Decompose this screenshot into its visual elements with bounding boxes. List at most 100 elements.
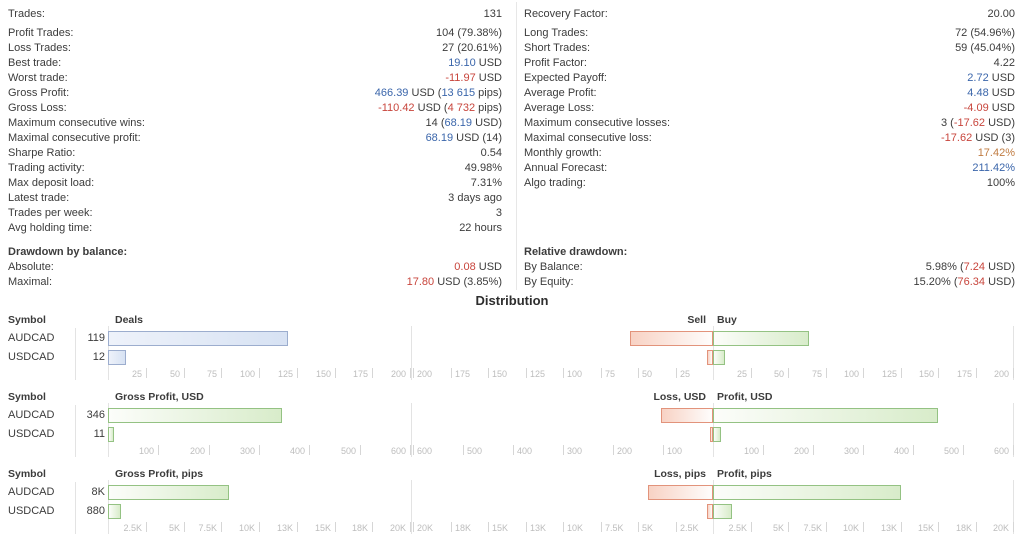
axis-tick — [184, 522, 185, 532]
stat-value-part: 5.98% ( — [925, 261, 964, 273]
axis-tick — [488, 522, 489, 532]
axis-tick — [526, 522, 527, 532]
stat-label: Max deposit load: — [8, 177, 95, 189]
stat-row-sharpe-ratio: Sharpe Ratio: 0.54 — [8, 146, 502, 161]
stat-value-part: USD) — [985, 117, 1015, 129]
axis-tick — [413, 445, 414, 455]
axis-tick-label: 15K — [492, 523, 509, 533]
axis-tick-label: 75 — [811, 369, 822, 379]
stat-value-part: -17.62 — [941, 132, 973, 144]
buy-bar-usdcad — [713, 350, 725, 365]
axis-tick — [413, 522, 414, 532]
stat-value-part: 68.19 — [425, 132, 454, 144]
stat-row-worst-trade: Worst trade: -11.97 USD — [8, 71, 502, 86]
stat-value: 59 (45.04%) — [955, 41, 1015, 56]
stat-value: -4.09 USD — [964, 101, 1015, 116]
left-max-line — [411, 480, 412, 534]
stat-label: Worst trade: — [8, 72, 68, 84]
stat-value-part: USD — [988, 72, 1015, 84]
axis-tick — [676, 368, 677, 378]
left-max-line — [411, 326, 412, 380]
axis-tick — [826, 368, 827, 378]
left-chart-title: Gross Profit, pips — [115, 468, 204, 480]
stat-value-part: 13 615 — [441, 87, 476, 99]
stat-label: Expected Payoff: — [524, 72, 607, 84]
axis-tick-label: 2.5K — [728, 523, 747, 533]
stat-value-part: USD — [988, 102, 1015, 114]
stat-row-absolute: Absolute: 0.08 USD — [8, 260, 502, 275]
axis-tick — [463, 445, 464, 455]
stat-value-part: 22 hours — [459, 222, 502, 234]
value-label: 346 — [86, 409, 105, 421]
stat-value-part: 17.42% — [977, 147, 1015, 159]
stat-value: 466.39 USD (13 615 pips) — [375, 86, 502, 101]
stat-value-part: 7.31% — [470, 177, 502, 189]
axis-tick-label: 7.5K — [605, 523, 624, 533]
stat-value-part: 72 (54.96%) — [955, 27, 1015, 39]
axis-tick-label: 10K — [238, 523, 255, 533]
symbol-column-header: Symbol — [8, 314, 46, 326]
axis-tick-label: 10K — [842, 523, 859, 533]
axis-tick-label: 100 — [567, 369, 583, 379]
stat-value-part: USD — [475, 261, 502, 273]
stat-label: By Balance: — [524, 261, 583, 273]
value-label: 11 — [93, 428, 105, 440]
stat-label: Maximal: — [8, 276, 53, 288]
stat-row-loss-trades: Loss Trades: 27 (20.61%) — [8, 41, 502, 56]
axis-tick-label: 175 — [352, 369, 368, 379]
axis-tick-label: 200 — [993, 369, 1009, 379]
stat-label: Trading activity: — [8, 162, 85, 174]
axis-tick — [826, 522, 827, 532]
stat-label: Maximum consecutive losses: — [524, 117, 671, 129]
axis-tick-label: 2.5K — [680, 523, 699, 533]
stat-label: By Equity: — [524, 276, 574, 288]
axis-tick-label: 150 — [315, 369, 331, 379]
stat-value: 3 — [496, 206, 502, 221]
stat-label: Gross Profit: — [8, 87, 70, 99]
axis-tick — [309, 445, 310, 455]
stat-value-part: 466.39 — [374, 87, 409, 99]
axis-tick-label: 500 — [943, 446, 959, 456]
axis-tick — [563, 368, 564, 378]
stat-row-maximum-consecutive-losses: Maximum consecutive losses: 3 (-17.62 USD… — [524, 116, 1015, 131]
stat-value: 27 (20.61%) — [442, 41, 502, 56]
axis-tick — [259, 445, 260, 455]
axis-tick — [259, 368, 260, 378]
axis-tick-label: 400 — [289, 446, 305, 456]
axis-tick — [221, 522, 222, 532]
axis-tick — [146, 368, 147, 378]
stat-value-part: USD) — [985, 261, 1015, 273]
distribution-chart-gross-profit-pips: Symbol Gross Profit, pips Loss, pips Profit… — [0, 466, 1024, 543]
axis-tick — [751, 522, 752, 532]
stat-row-trading-activity: Trading activity: 49.98% — [8, 161, 502, 176]
stat-value-part: 3 — [495, 207, 502, 219]
axis-tick-label: 200 — [417, 369, 433, 379]
stat-value: 7.31% — [471, 176, 502, 191]
gross-profit-usd-bar-audcad — [108, 408, 282, 423]
stat-row-best-trade: Best trade: 19.10 USD — [8, 56, 502, 71]
axis-tick — [209, 445, 210, 455]
axis-tick-label: 25 — [131, 369, 142, 379]
stat-row-gross-profit: Gross Profit: 466.39 USD (13 615 pips) — [8, 86, 502, 101]
stat-row-short-trades: Short Trades: 59 (45.04%) — [524, 41, 1015, 56]
stat-value-part: 14 ( — [425, 117, 445, 129]
stat-value-part: 20.00 — [987, 8, 1015, 20]
axis-tick-label: 20K — [992, 523, 1009, 533]
left-chart-title: Gross Profit, USD — [115, 391, 204, 403]
stat-value-part: USD — [988, 87, 1015, 99]
axis-tick — [913, 445, 914, 455]
symbol-label: AUDCAD — [8, 332, 55, 344]
axis-tick — [372, 522, 373, 532]
axis-tick-label: 300 — [239, 446, 255, 456]
axis-tick — [788, 522, 789, 532]
stat-row-blank — [524, 221, 1015, 236]
stat-value-part: 211.42% — [972, 162, 1015, 174]
stat-value-part: 19.10 — [448, 57, 476, 69]
axis-tick — [297, 368, 298, 378]
stat-row-recovery-factor: Recovery Factor: 20.00 — [524, 7, 1015, 22]
stat-row-latest-trade: Latest trade: 3 days ago — [8, 191, 502, 206]
gross-profit-pips-bar-usdcad — [108, 504, 121, 519]
axis-tick-label: 5K — [642, 523, 654, 533]
axis-tick-label: 400 — [893, 446, 909, 456]
axis-tick — [526, 368, 527, 378]
